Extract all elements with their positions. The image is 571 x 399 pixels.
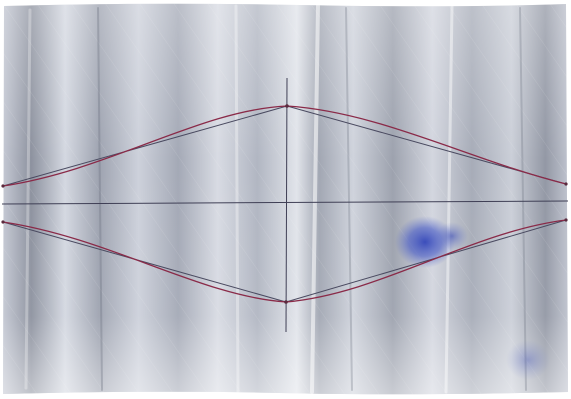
bottom-vertex-point: [284, 300, 288, 304]
vertex-points: [1, 104, 568, 304]
upper-right-curve: [286, 105, 567, 185]
red-lens-curves: [2, 105, 567, 303]
lower-right-curve: [285, 219, 567, 303]
foil-creases: [3, 3, 568, 395]
top-vertex-point: [285, 104, 289, 108]
left-upper-point: [1, 184, 5, 188]
ink-stain: [395, 216, 550, 380]
right-upper-point: [564, 182, 568, 186]
left-lower-point: [1, 220, 5, 224]
foil-fold-lines: [24, 4, 527, 394]
lower-left-curve: [2, 221, 287, 303]
right-lower-point: [564, 218, 568, 222]
vertical-axis-line: [285, 77, 288, 333]
upper-left-curve: [2, 105, 288, 187]
pencil-axes: [1, 77, 569, 333]
pencil-construction-lines: [2, 105, 567, 303]
horizontal-axis-line: [1, 200, 569, 205]
